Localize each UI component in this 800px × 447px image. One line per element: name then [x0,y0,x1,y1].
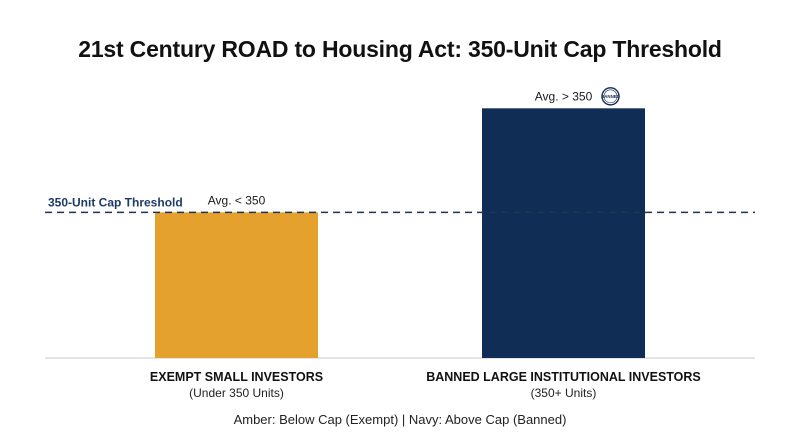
legend-note: Amber: Below Cap (Exempt) | Navy: Above … [233,412,567,427]
threshold-label: 350-Unit Cap Threshold [48,195,183,209]
bar-value-label-2: Avg. > 350 [535,89,593,103]
bar-value-label-1: Avg. < 350 [208,193,266,207]
chart-title: 21st Century ROAD to Housing Act: 350-Un… [78,36,722,62]
badge-inner-ring [603,89,618,104]
banned-badge-icon: BANNED [601,87,620,106]
bar-2 [482,108,645,359]
x-tick-sublabel-2: (350+ Units) [531,386,597,400]
x-tick-label-2: BANNED LARGE INSTITUTIONAL INVESTORS [426,370,701,384]
x-tick-label-1: EXEMPT SMALL INVESTORS [150,370,323,384]
bar-1 [155,212,318,358]
badge-text: BANNED [601,94,620,99]
x-tick-sublabel-1: (Under 350 Units) [189,386,284,400]
badge-ring [601,87,620,106]
